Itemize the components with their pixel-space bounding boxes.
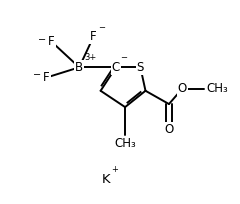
Text: B: B [75, 61, 83, 74]
Text: C: C [112, 61, 120, 74]
Text: O: O [164, 123, 174, 136]
Text: 3+: 3+ [84, 53, 96, 62]
Text: F: F [43, 71, 50, 84]
Text: −: − [98, 23, 105, 32]
Text: CH₃: CH₃ [114, 137, 136, 150]
Text: −: − [33, 70, 42, 81]
Text: F: F [48, 35, 55, 48]
Text: −: − [120, 53, 127, 62]
Text: K: K [102, 173, 110, 186]
Text: −: − [38, 35, 47, 45]
Text: O: O [178, 82, 187, 95]
Text: F: F [90, 30, 97, 43]
Text: +: + [111, 165, 118, 174]
Text: CH₃: CH₃ [207, 82, 228, 95]
Text: S: S [137, 61, 144, 74]
